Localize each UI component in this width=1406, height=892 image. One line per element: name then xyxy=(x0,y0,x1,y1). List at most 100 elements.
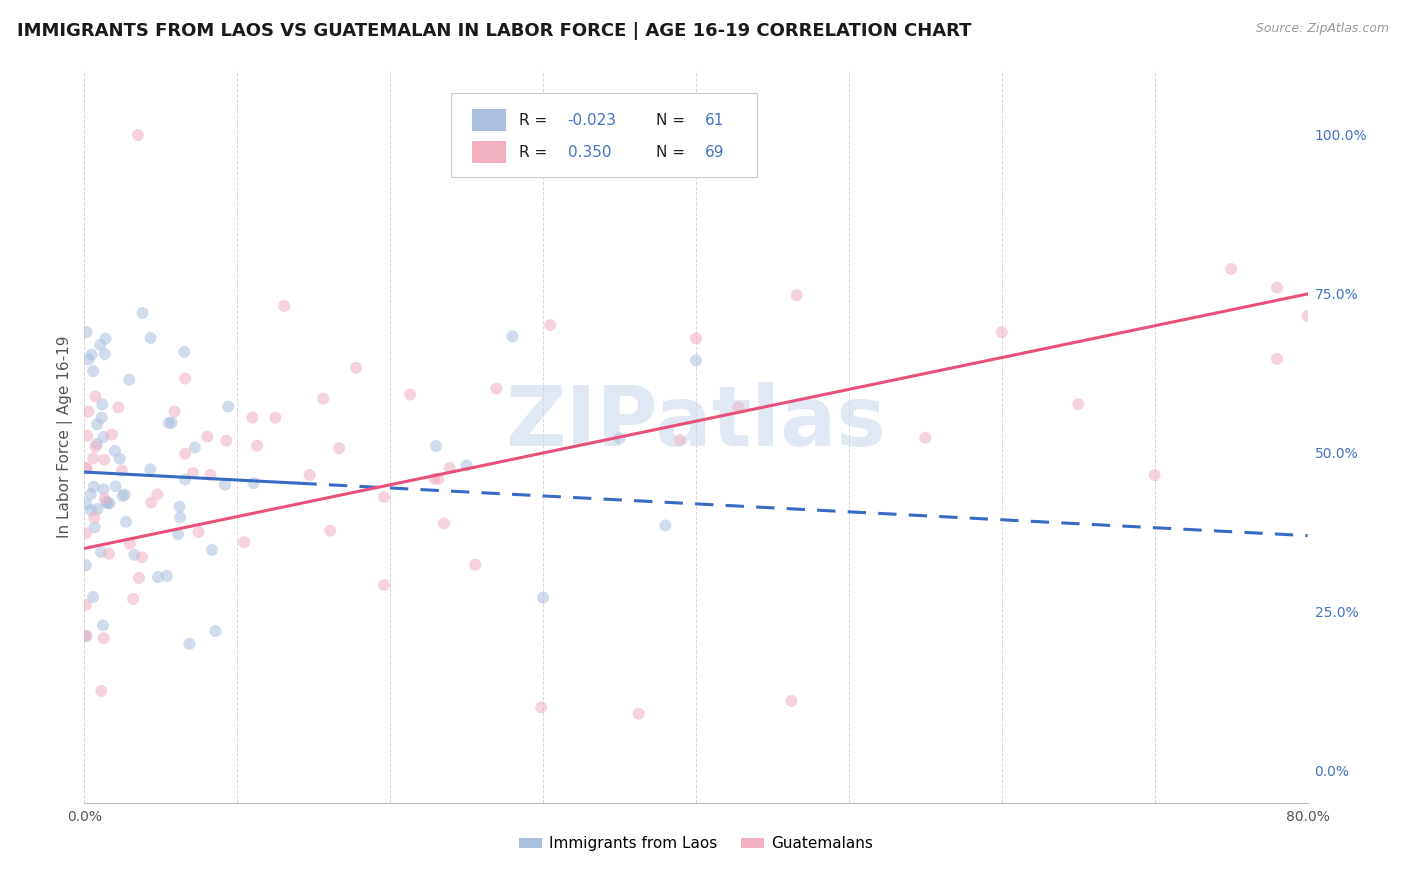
Point xyxy=(131,550,153,565)
Point xyxy=(76,428,98,442)
Text: 0.350: 0.350 xyxy=(568,145,612,160)
Point xyxy=(399,387,422,401)
Point xyxy=(233,535,256,549)
Point xyxy=(75,629,97,643)
Point xyxy=(654,518,676,533)
Point xyxy=(727,401,749,415)
Point xyxy=(246,439,269,453)
Text: -0.023: -0.023 xyxy=(568,112,617,128)
Point xyxy=(86,502,108,516)
Point xyxy=(456,458,478,473)
Point xyxy=(77,404,100,418)
Point xyxy=(169,510,191,524)
Point xyxy=(215,434,238,448)
Point xyxy=(217,400,239,414)
Point xyxy=(264,410,287,425)
Point xyxy=(114,488,136,502)
Point xyxy=(328,441,350,455)
Point xyxy=(319,524,342,538)
Point xyxy=(242,410,264,425)
Point xyxy=(187,524,209,539)
Point xyxy=(373,578,395,592)
Point xyxy=(84,440,107,454)
Point xyxy=(139,462,162,476)
Point xyxy=(122,592,145,607)
Point xyxy=(312,392,335,406)
Point xyxy=(195,429,218,443)
Point xyxy=(104,479,127,493)
Point xyxy=(97,496,120,510)
Point xyxy=(780,694,803,708)
Text: ZIPatlas: ZIPatlas xyxy=(506,382,886,463)
Point xyxy=(94,331,117,345)
Point xyxy=(173,345,195,359)
Point xyxy=(82,451,104,466)
Point xyxy=(101,427,124,442)
Point xyxy=(242,476,264,491)
Point xyxy=(115,515,138,529)
Point xyxy=(82,364,104,378)
FancyBboxPatch shape xyxy=(451,94,758,178)
Point xyxy=(131,306,153,320)
Point xyxy=(83,510,105,524)
Point xyxy=(118,536,141,550)
Point xyxy=(1265,280,1288,294)
Point xyxy=(204,624,226,638)
Point xyxy=(90,410,112,425)
Point xyxy=(91,618,114,632)
Point xyxy=(991,326,1014,340)
Point xyxy=(427,472,450,486)
Point xyxy=(139,331,162,345)
Point xyxy=(80,348,103,362)
Point xyxy=(107,401,129,415)
Point xyxy=(464,558,486,572)
Point xyxy=(163,404,186,418)
Point xyxy=(157,416,180,430)
Point xyxy=(786,288,808,302)
Point xyxy=(118,373,141,387)
Point xyxy=(75,598,97,612)
Point xyxy=(79,487,101,501)
Point xyxy=(75,558,97,573)
Point xyxy=(167,527,190,541)
FancyBboxPatch shape xyxy=(472,109,506,131)
Point xyxy=(439,461,461,475)
Point xyxy=(90,684,112,698)
Text: 69: 69 xyxy=(704,145,724,160)
Point xyxy=(1220,262,1243,277)
Point xyxy=(93,430,115,444)
Point xyxy=(669,433,692,447)
Point xyxy=(93,483,115,497)
Point xyxy=(1143,468,1166,483)
Point xyxy=(425,439,447,453)
Point xyxy=(98,547,121,561)
Point xyxy=(156,569,179,583)
Point xyxy=(98,496,121,510)
Point xyxy=(93,491,115,506)
Text: N =: N = xyxy=(655,145,685,160)
Point xyxy=(104,444,127,458)
Legend: Immigrants from Laos, Guatemalans: Immigrants from Laos, Guatemalans xyxy=(513,830,879,857)
Point xyxy=(146,570,169,584)
Point xyxy=(75,629,97,643)
Point xyxy=(627,706,650,721)
Point xyxy=(538,318,561,332)
Point xyxy=(169,500,191,514)
Point xyxy=(75,461,97,475)
Text: N =: N = xyxy=(655,112,685,128)
Point xyxy=(433,516,456,531)
Text: R =: R = xyxy=(519,145,547,160)
Point xyxy=(502,329,524,343)
Point xyxy=(1067,397,1090,411)
Point xyxy=(298,468,321,483)
Point xyxy=(485,382,508,396)
Point xyxy=(75,526,97,541)
Point xyxy=(111,489,134,503)
Point xyxy=(423,472,446,486)
Point xyxy=(93,452,115,467)
Point xyxy=(531,591,554,605)
Point xyxy=(373,490,395,504)
Point xyxy=(96,495,118,509)
Point xyxy=(174,371,197,385)
Text: IMMIGRANTS FROM LAOS VS GUATEMALAN IN LABOR FORCE | AGE 16-19 CORRELATION CHART: IMMIGRANTS FROM LAOS VS GUATEMALAN IN LA… xyxy=(17,22,972,40)
